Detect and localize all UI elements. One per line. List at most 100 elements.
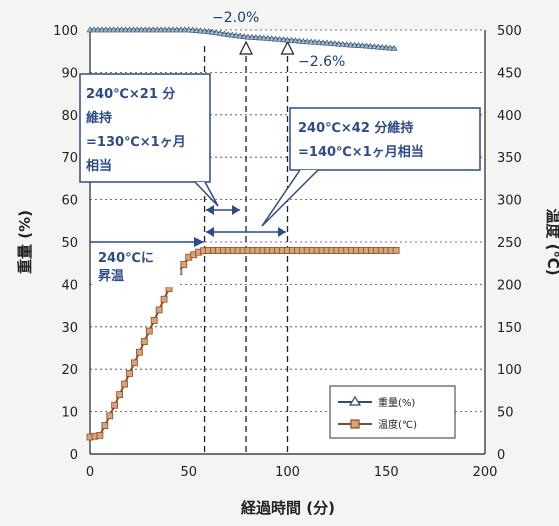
weight-point xyxy=(189,26,197,33)
weight-point xyxy=(244,33,252,40)
weight-point xyxy=(201,27,209,34)
callout-42min-box xyxy=(289,107,481,171)
legend-box xyxy=(329,385,456,439)
x-tick-labels: 0 50 100 150 200 xyxy=(86,465,498,480)
weight-point xyxy=(280,36,288,43)
weight-point xyxy=(374,43,382,50)
weight-point xyxy=(370,43,378,50)
y-right-tick-150: 150 xyxy=(497,321,522,336)
ramp-label-bg xyxy=(94,245,180,287)
weight-point xyxy=(366,42,374,49)
legend-marker-temp xyxy=(350,419,360,429)
callout-42-line-1: 240℃×42 分維持 xyxy=(298,120,413,136)
weight-point xyxy=(291,37,299,44)
weight-point xyxy=(283,36,292,43)
temp-point xyxy=(140,338,148,346)
weight-point xyxy=(232,32,240,38)
temp-point xyxy=(111,401,119,409)
hold-arrow-42-left xyxy=(206,227,214,237)
y-left-tick-30: 30 xyxy=(61,321,78,336)
callout-21-line-3: =130℃×1ヶ月 xyxy=(86,135,186,150)
x-tick-200: 200 xyxy=(473,465,498,480)
temp-point xyxy=(106,412,114,420)
weight-point xyxy=(204,28,213,34)
hold-arrow-21-right xyxy=(232,205,240,215)
weight-point xyxy=(236,32,244,39)
weight-point xyxy=(343,41,351,48)
y-left-tick-0: 0 xyxy=(70,448,78,463)
callout-42min-pointer xyxy=(261,169,319,227)
callout-21-line-2: 維持 xyxy=(86,110,112,126)
series-temp xyxy=(86,247,400,441)
y-right-tick-labels: 0 50 100 150 200 250 300 350 400 450 500 xyxy=(497,24,522,463)
y-right-axis-title: 温度 (℃) xyxy=(544,208,559,275)
weight-point xyxy=(362,42,371,49)
y-left-tick-60: 60 xyxy=(61,194,78,209)
y-left-tick-90: 90 xyxy=(61,66,78,81)
y-right-tick-250: 250 xyxy=(497,236,522,251)
callout-42min: 240℃×42 分維持 =140℃×1ヶ月相当 xyxy=(261,107,481,227)
weight-point xyxy=(272,35,280,42)
callout-21min-pointer xyxy=(194,181,219,207)
callout-21min: 240℃×21 分 維持 =130℃×1ヶ月 相当 xyxy=(79,73,219,207)
y-left-tick-40: 40 xyxy=(61,278,78,293)
weight-point xyxy=(331,40,339,47)
series-weight xyxy=(86,26,398,51)
y-right-tick-350: 350 xyxy=(497,151,522,166)
weight-point xyxy=(378,43,386,50)
y-left-tick-10: 10 xyxy=(61,406,78,421)
weight-point xyxy=(351,41,359,48)
y-right-tick-100: 100 xyxy=(497,363,522,378)
weight-point xyxy=(319,39,327,46)
temp-point xyxy=(392,247,400,254)
weight-point xyxy=(335,40,343,47)
weight-point xyxy=(355,42,363,48)
x-tick-50: 50 xyxy=(180,465,197,480)
temp-point xyxy=(121,380,128,388)
y-right-tick-50: 50 xyxy=(497,406,514,421)
weight-point xyxy=(212,29,220,36)
temp-point xyxy=(135,348,143,356)
y-right-tick-0: 0 xyxy=(497,448,505,463)
temp-point xyxy=(126,370,133,377)
weight-point xyxy=(256,34,264,41)
temp-point xyxy=(150,317,158,324)
weight-point xyxy=(208,28,216,35)
weight-point xyxy=(390,44,398,51)
weight-point xyxy=(224,31,232,37)
legend: 重量(%) 温度(℃) xyxy=(329,385,456,439)
loss-labels: −2.0% −2.6% xyxy=(212,10,345,70)
temp-point xyxy=(101,422,109,429)
weight-point xyxy=(299,37,307,44)
weight-point xyxy=(264,34,272,41)
loss-label-2-0: −2.0% xyxy=(212,10,259,26)
legend-label-temp: 温度(℃) xyxy=(378,418,417,431)
weight-point xyxy=(240,33,248,39)
y-right-tick-400: 400 xyxy=(497,109,522,124)
ref-arrowhead-100 xyxy=(280,40,295,55)
hold-arrow-42-right xyxy=(278,227,286,237)
y-right-tick-300: 300 xyxy=(497,194,522,209)
weight-point xyxy=(185,26,193,33)
y-right-tick-200: 200 xyxy=(497,278,522,293)
weight-point xyxy=(228,31,236,38)
weight-point xyxy=(359,42,367,49)
weight-point xyxy=(327,39,335,46)
y-left-tick-20: 20 xyxy=(61,363,78,378)
weight-point xyxy=(347,41,355,48)
y-left-tick-labels: 0 10 20 30 40 50 60 70 80 90 100 xyxy=(53,24,78,463)
weight-point xyxy=(252,34,260,41)
weight-point xyxy=(260,34,268,41)
weight-point xyxy=(197,27,205,34)
y-right-tick-450: 450 xyxy=(497,66,522,81)
weight-point xyxy=(311,38,319,45)
temp-point xyxy=(96,431,104,439)
y-right-tick-500: 500 xyxy=(497,24,522,39)
callout-21min-box xyxy=(79,73,211,183)
ref-arrowhead-79 xyxy=(239,40,253,55)
callout-21-line-1: 240℃×21 分 xyxy=(86,86,175,102)
y-left-tick-100: 100 xyxy=(53,24,78,39)
weight-point xyxy=(193,27,201,33)
